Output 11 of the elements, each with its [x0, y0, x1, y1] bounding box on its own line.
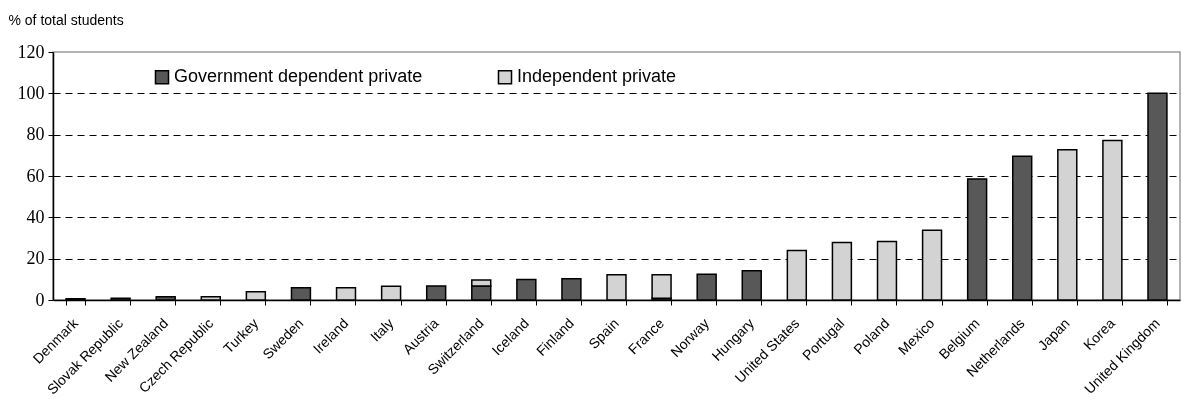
y-tick-label: 40 — [26, 206, 45, 227]
y-tick-label: 80 — [26, 124, 45, 145]
y-tick-label: 20 — [26, 248, 45, 269]
y-tick-label: 60 — [26, 165, 45, 186]
x-tick-label: Italy — [367, 315, 397, 345]
legend-label: Independent private — [517, 66, 677, 87]
y-tick-label: 120 — [17, 41, 45, 62]
y-tick-label: 100 — [17, 82, 45, 103]
y-axis-title: % of total students — [8, 11, 124, 28]
legend-label: Government dependent private — [174, 66, 423, 87]
y-tick-label: 0 — [35, 289, 45, 310]
